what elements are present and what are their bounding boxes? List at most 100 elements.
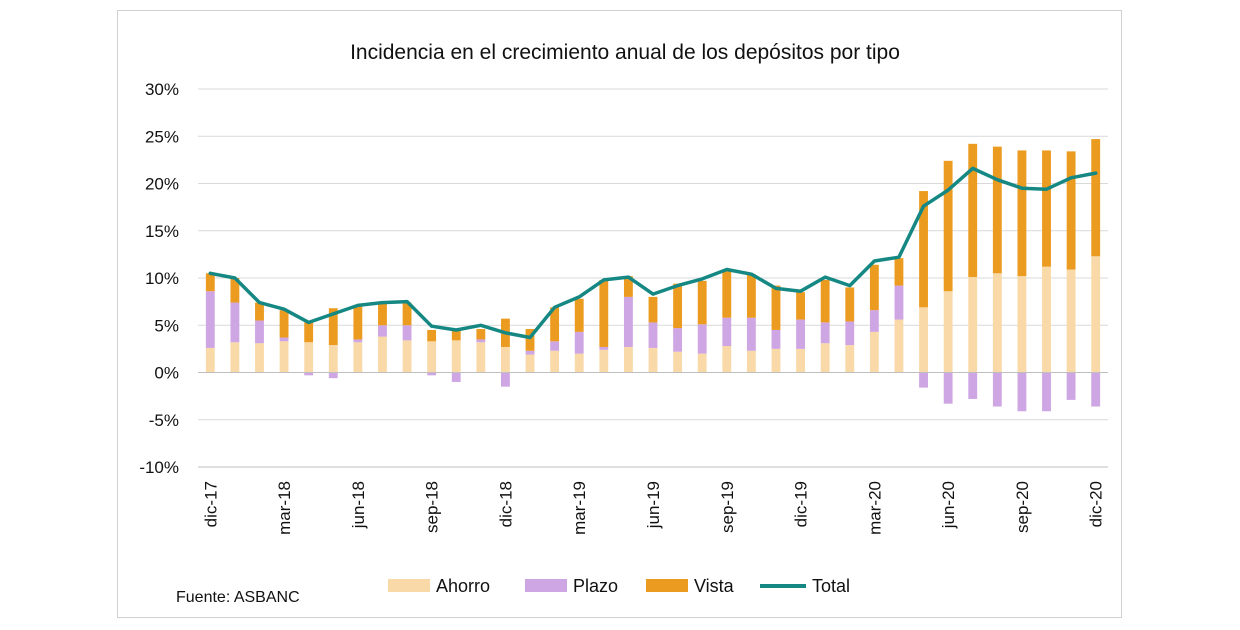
y-axis-tick-labels: -10% -5% 0% 5% 10% 15% 20% 25% 30%	[139, 80, 179, 477]
bar-vista	[255, 302, 264, 321]
bar-ahorro	[255, 343, 264, 373]
y-tick-label: 30%	[145, 80, 179, 99]
point-total	[848, 284, 851, 287]
bar-vista	[1066, 151, 1076, 270]
point-total	[700, 277, 704, 281]
bar-ahorro	[648, 347, 658, 373]
bar-plazo	[869, 310, 879, 332]
point-total	[946, 188, 950, 192]
bar-vista	[722, 269, 732, 318]
point-total	[381, 301, 384, 304]
x-tick-label: mar-20	[865, 481, 884, 535]
bar-plazo	[1091, 372, 1101, 407]
point-total	[897, 256, 901, 259]
bar-ahorro	[279, 341, 289, 373]
bar-plazo	[1042, 372, 1051, 412]
bar-plazo	[820, 322, 830, 344]
bar-plazo	[255, 320, 264, 344]
bar-vista	[845, 287, 855, 322]
bar-vista	[279, 310, 289, 338]
x-tick-label: sep-19	[718, 481, 737, 533]
legend-label-ahorro: Ahorro	[436, 576, 490, 596]
total-line	[208, 166, 1098, 340]
chart-frame: Incidencia en el crecimiento anual de lo…	[117, 10, 1122, 618]
bar-plazo	[427, 372, 437, 376]
point-total	[602, 278, 606, 282]
bar-ahorro	[1066, 269, 1076, 373]
bar-ahorro	[796, 348, 805, 373]
point-total	[258, 301, 261, 304]
bar-vista	[205, 273, 215, 292]
x-tick-label: dic-17	[201, 481, 220, 527]
bar-plazo	[451, 372, 461, 382]
y-tick-label: 20%	[145, 175, 179, 194]
bar-ahorro	[525, 354, 535, 373]
bar-vista	[820, 279, 830, 323]
bar-plazo	[1017, 372, 1027, 412]
bar-ahorro	[746, 350, 756, 373]
x-axis	[198, 372, 1108, 468]
bar-ahorro	[722, 346, 732, 373]
bar-ahorro	[894, 319, 904, 373]
bar-vista	[1017, 150, 1027, 277]
bar-plazo	[771, 329, 781, 349]
point-total	[209, 272, 212, 275]
x-tick-label: jun-19	[644, 481, 663, 529]
bar-plazo	[845, 321, 855, 346]
bar-vista	[894, 258, 904, 286]
bar-plazo	[304, 372, 314, 376]
point-total	[823, 275, 827, 279]
bar-ahorro	[869, 331, 879, 373]
bar-vista	[796, 292, 805, 320]
bar-ahorro	[574, 353, 584, 373]
bar-vista	[304, 322, 314, 343]
bar-vista	[353, 306, 363, 340]
bar-vista	[451, 329, 461, 341]
bar-vista	[943, 160, 953, 292]
bar-vista	[476, 329, 486, 340]
bar-ahorro	[1042, 266, 1051, 373]
bar-ahorro	[599, 349, 609, 373]
bar-vista	[402, 302, 412, 326]
bar-plazo	[550, 341, 560, 351]
point-total	[1045, 187, 1048, 191]
legend-label-plazo: Plazo	[573, 576, 618, 596]
bar-vista	[648, 296, 658, 323]
bar-ahorro	[230, 342, 240, 373]
point-total	[405, 300, 409, 303]
bar-ahorro	[697, 353, 707, 373]
bar-plazo	[599, 346, 609, 350]
bar-ahorro	[1091, 256, 1101, 373]
bar-ahorro	[673, 351, 683, 373]
bar-vista	[746, 274, 756, 318]
bar-ahorro	[304, 342, 314, 373]
bar-ahorro	[378, 336, 387, 373]
bar-vista	[919, 191, 928, 308]
chart-title: Incidencia en el crecimiento anual de lo…	[350, 41, 900, 64]
x-tick-label: mar-19	[570, 481, 589, 535]
bar-ahorro	[501, 346, 510, 373]
bar-plazo	[328, 372, 338, 379]
bar-vista	[623, 276, 633, 297]
bar-ahorro	[353, 342, 363, 373]
bar-ahorro	[476, 342, 486, 373]
bar-vista	[673, 283, 683, 329]
bar-ahorro	[205, 347, 215, 373]
point-total	[528, 336, 532, 339]
bar-vista	[550, 307, 560, 342]
bar-plazo	[673, 328, 683, 352]
y-tick-label: 10%	[145, 269, 179, 288]
point-total	[750, 273, 753, 276]
point-total	[971, 167, 974, 170]
bar-ahorro	[623, 346, 633, 373]
x-axis-tick-labels: dic-17 mar-18 jun-18 sep-18 dic-18 mar-19 jun-…	[201, 481, 1105, 535]
source-note: Fuente: ASBANC	[176, 589, 300, 606]
bar-ahorro	[919, 307, 928, 373]
bar-plazo	[648, 322, 658, 348]
point-total	[676, 284, 679, 287]
bar-vista	[1091, 139, 1101, 257]
bar-vista	[697, 280, 707, 325]
bar-vista	[427, 329, 437, 342]
bar-ahorro	[943, 291, 953, 373]
legend-swatch-ahorro	[388, 579, 430, 592]
